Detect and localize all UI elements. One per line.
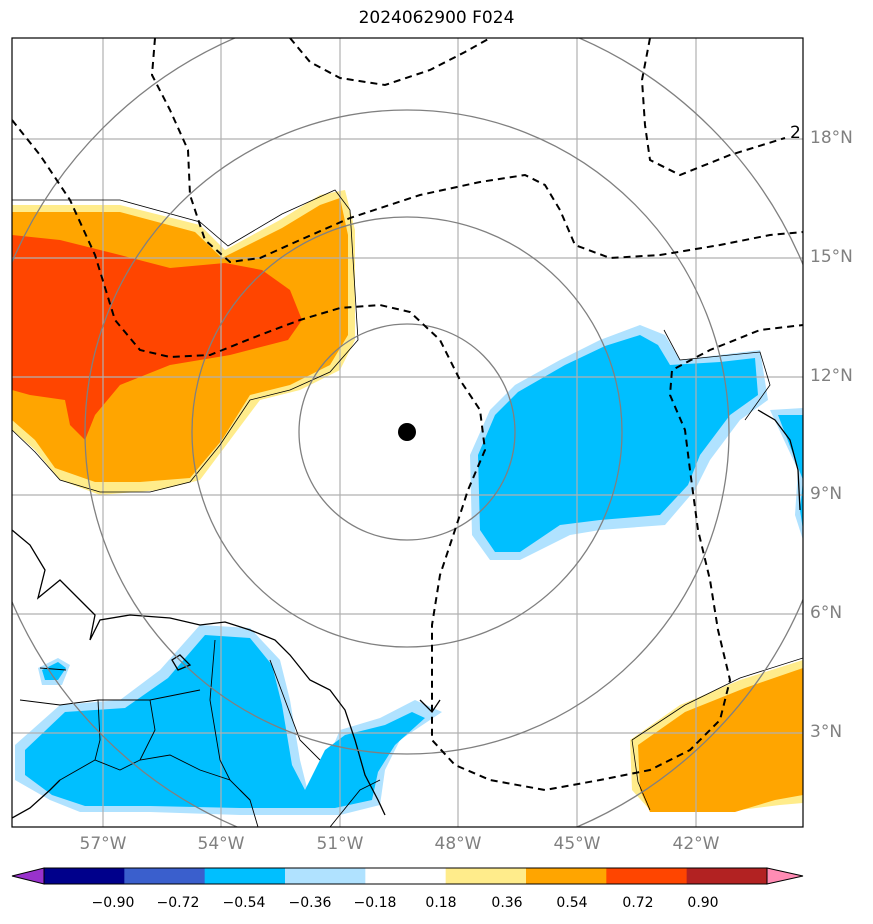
colorbar-frame <box>43 867 768 885</box>
colorbar-tick: −0.72 <box>156 895 200 911</box>
contour-value-label: 2 <box>790 123 801 143</box>
zero-contours <box>12 189 803 811</box>
colorbar-patch <box>285 868 366 884</box>
colorbar-patch <box>526 868 607 884</box>
dashed-contours <box>12 38 803 792</box>
colorbar-under-extend <box>11 867 45 885</box>
range-rings <box>12 38 803 827</box>
borders <box>19 639 381 827</box>
colorbar <box>11 867 804 885</box>
lon-label-48w: 48°W <box>434 834 482 854</box>
positive-anomaly-red <box>12 235 302 440</box>
negative-anomaly-east <box>478 335 758 552</box>
colorbar-patch <box>686 868 768 884</box>
colorbar-tick: −0.18 <box>353 895 397 911</box>
colorbar-tick: 0.18 <box>425 895 457 911</box>
coastlines <box>12 409 801 819</box>
lat-label-12n: 12°N <box>810 366 853 386</box>
colorbar-patch <box>445 868 527 884</box>
colorbar-patch <box>606 868 688 884</box>
colorbar-over-extend <box>766 867 804 885</box>
colorbar-patch <box>365 868 447 884</box>
lat-label-15n: 15°N <box>810 247 853 267</box>
lon-label-42w: 42°W <box>672 834 720 854</box>
colorbar-tick: 0.36 <box>491 895 523 911</box>
lon-label-54w: 54°W <box>197 834 245 854</box>
colorbar-patch <box>204 868 286 884</box>
colorbar-patch <box>124 868 206 884</box>
colorbar-tick: −0.54 <box>222 895 266 911</box>
colorbar-tick: −0.36 <box>288 895 332 911</box>
lon-label-57w: 57°W <box>79 834 127 854</box>
colorbar-patch <box>44 868 125 884</box>
negative-anomaly-far-east <box>778 415 803 530</box>
positive-anomaly-se-orange <box>638 668 803 812</box>
lon-label-51w: 51°W <box>316 834 364 854</box>
lat-label-18n: 18°N <box>810 128 853 148</box>
negative-anomaly-sw <box>25 635 425 808</box>
map-title: 2024062900 F024 <box>358 8 515 28</box>
lat-label-3n: 3°N <box>810 722 843 742</box>
colorbar-tick: 0.72 <box>622 895 654 911</box>
negative-anomaly-island <box>42 662 66 680</box>
storm-center-marker <box>398 423 416 441</box>
lon-label-45w: 45°W <box>553 834 601 854</box>
colorbar-tick: 0.90 <box>687 895 719 911</box>
lat-label-6n: 6°N <box>810 603 843 623</box>
colorbar-tick: −0.90 <box>91 895 135 911</box>
colorbar-tick: 0.54 <box>556 895 588 911</box>
map-frame <box>11 37 804 828</box>
lat-label-9n: 9°N <box>810 484 843 504</box>
